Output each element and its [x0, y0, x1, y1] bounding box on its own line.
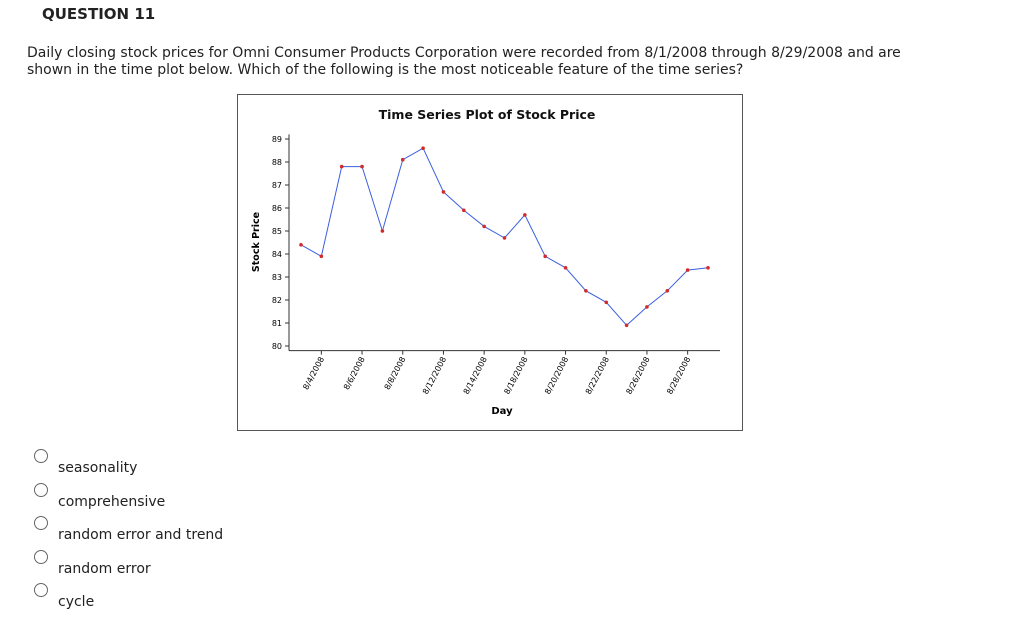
chart: Time Series Plot of Stock Price Stock Pr… [237, 94, 743, 431]
data-point [685, 268, 690, 272]
data-point [563, 266, 568, 270]
radio-button[interactable] [34, 549, 48, 564]
data-point [706, 266, 710, 270]
data-point [604, 300, 609, 305]
y-tick-label: 88 [272, 158, 282, 167]
option-label[interactable]: random error [58, 560, 151, 577]
question-text: Daily closing stock prices for Omni Cons… [27, 45, 901, 78]
question-title: QUESTION 11 [42, 5, 156, 23]
y-tick-label: 83 [272, 273, 282, 282]
radio-button[interactable] [34, 583, 48, 598]
option-label[interactable]: random error and trend [58, 527, 224, 544]
answer-option[interactable]: cycle [34, 583, 95, 611]
x-axis-label: Day [491, 406, 513, 417]
radio-button[interactable] [34, 482, 48, 497]
y-tick-label: 80 [272, 342, 282, 351]
data-point [624, 323, 629, 328]
y-tick-label: 87 [272, 181, 282, 190]
y-axis-label: Stock Price [251, 212, 262, 272]
y-tick-label: 81 [272, 319, 282, 328]
data-point [482, 224, 486, 229]
answer-option[interactable]: seasonality [34, 449, 138, 476]
data-point [584, 289, 588, 293]
answer-option[interactable]: random error [34, 549, 151, 577]
data-point [299, 243, 303, 247]
data-point [360, 164, 364, 169]
option-label[interactable]: seasonality [58, 460, 138, 476]
data-point [421, 146, 425, 150]
data-point [339, 164, 344, 169]
data-point [645, 305, 649, 309]
answer-option[interactable]: comprehensive [34, 482, 166, 510]
chart-frame [237, 94, 743, 431]
option-label[interactable]: cycle [58, 594, 95, 611]
chart-title: Time Series Plot of Stock Price [379, 107, 596, 122]
data-point [665, 289, 670, 293]
data-point [400, 157, 405, 162]
y-tick-label: 86 [272, 204, 282, 213]
y-tick-label: 84 [272, 250, 282, 259]
y-tick-label: 85 [272, 227, 282, 236]
radio-button[interactable] [34, 516, 48, 531]
data-point [462, 208, 466, 213]
answer-option[interactable]: random error and trend [34, 516, 224, 544]
data-point [543, 254, 547, 259]
data-point [380, 229, 385, 233]
y-tick-label: 89 [272, 135, 282, 144]
y-tick-label: 82 [272, 296, 282, 305]
data-point [441, 190, 446, 194]
data-point [523, 213, 527, 217]
option-label[interactable]: comprehensive [58, 493, 166, 510]
data-point [319, 254, 324, 259]
data-point [502, 236, 507, 240]
radio-button[interactable] [34, 449, 48, 463]
